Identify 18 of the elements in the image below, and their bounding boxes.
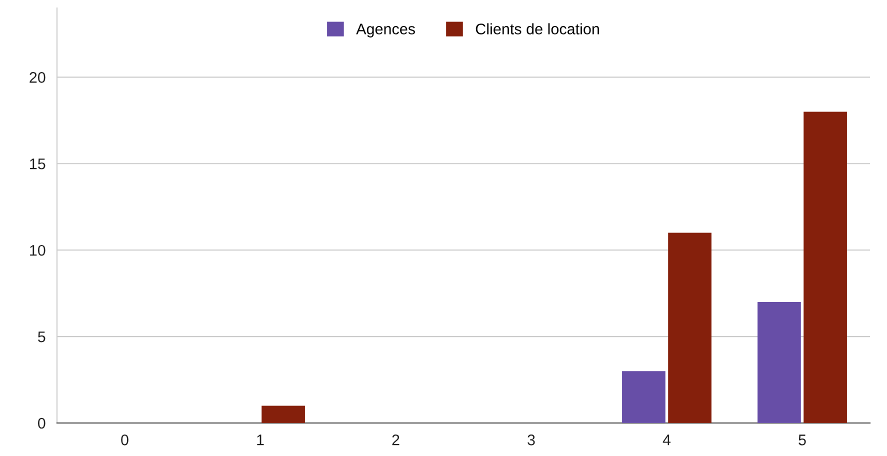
y-tick-label: 5 xyxy=(38,332,46,342)
x-tick-label: 2 xyxy=(392,434,400,446)
y-tick-label: 15 xyxy=(30,158,46,170)
x-tick-label: 3 xyxy=(528,434,535,446)
legend-label: Clients de location xyxy=(476,23,599,34)
legend-label: Agences xyxy=(356,24,415,38)
bar xyxy=(668,232,712,423)
bar xyxy=(622,371,666,423)
y-tick-label: 20 xyxy=(30,72,46,83)
x-tick-label: 5 xyxy=(798,434,806,446)
x-tick-label: 1 xyxy=(257,434,264,446)
bar xyxy=(262,406,305,423)
bar xyxy=(758,302,801,423)
bar xyxy=(804,112,847,423)
y-tick-label: 0 xyxy=(38,418,46,429)
x-tick-label: 4 xyxy=(662,434,671,446)
y-tick-label: 10 xyxy=(30,244,46,256)
x-tick-label: 0 xyxy=(121,434,128,446)
